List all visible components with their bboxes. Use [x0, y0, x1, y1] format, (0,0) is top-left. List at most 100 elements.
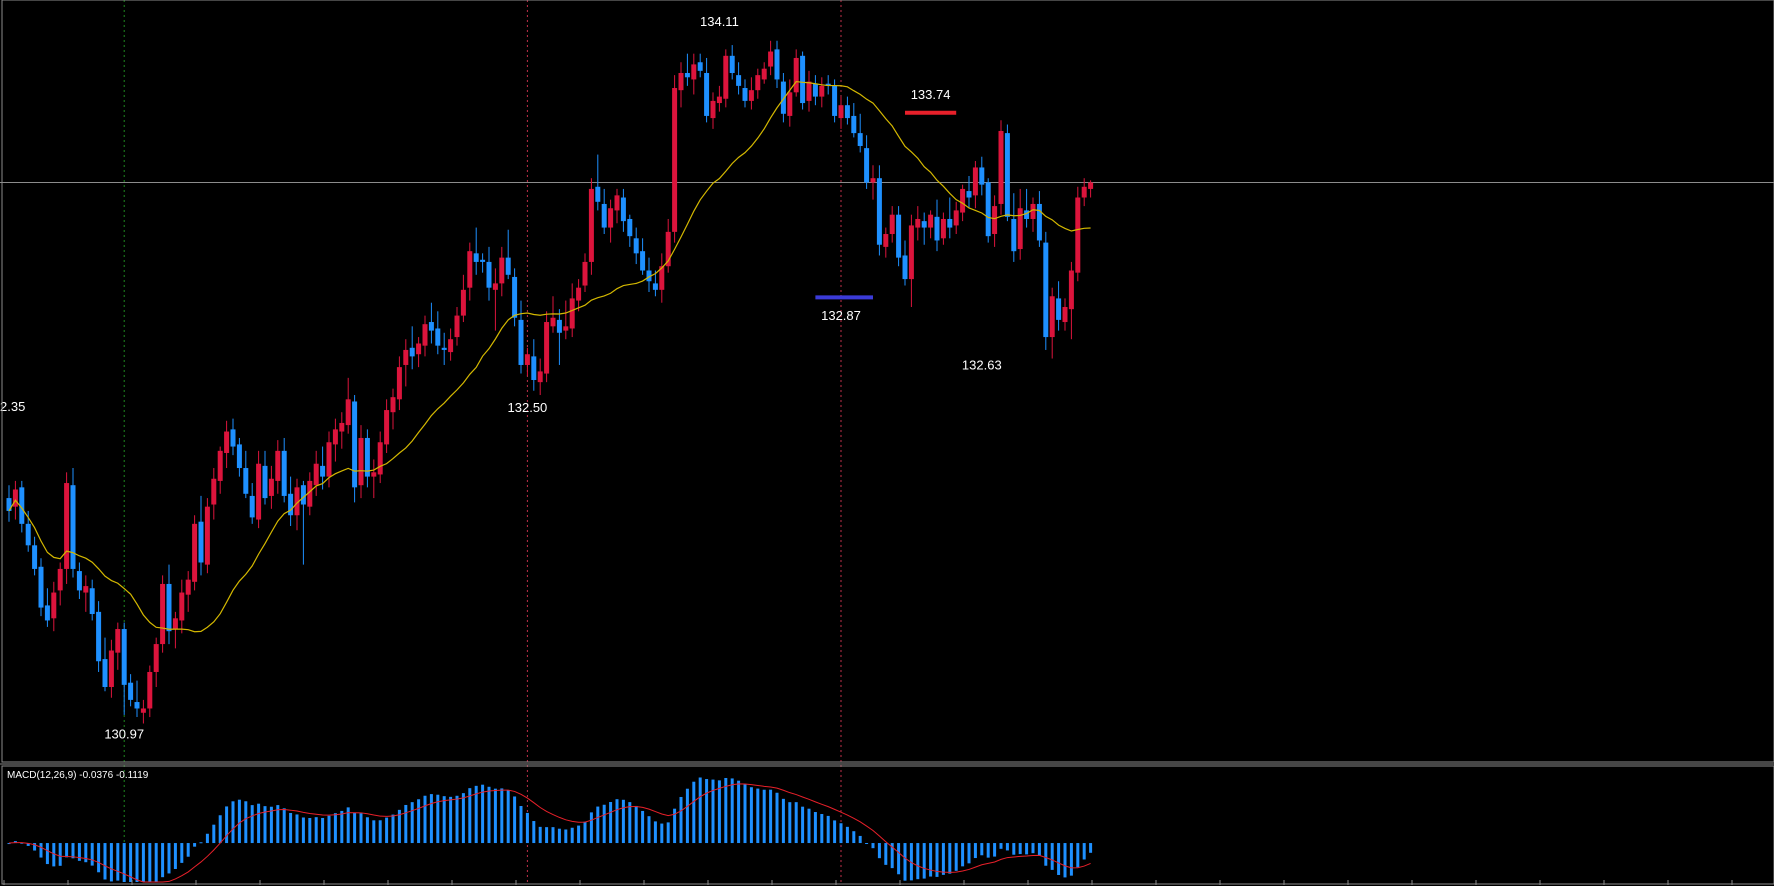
candle-body — [1024, 210, 1030, 219]
macd-bar — [154, 843, 158, 882]
macd-bar — [327, 815, 331, 844]
macd-bar — [39, 843, 43, 858]
candle-body — [256, 463, 262, 520]
candle-body — [620, 197, 626, 222]
candle-body — [723, 55, 729, 99]
macd-bar — [1012, 843, 1016, 855]
macd-bar — [589, 812, 593, 844]
price-annotation: 132.87 — [821, 308, 861, 323]
candle-body — [492, 283, 498, 290]
macd-bar — [621, 799, 625, 844]
candle-body — [1011, 218, 1017, 252]
macd-bar — [161, 843, 165, 878]
macd-bar — [468, 788, 472, 844]
candle-body — [172, 618, 178, 630]
macd-bar — [641, 810, 645, 844]
macd-bar — [775, 792, 779, 844]
price-annotation: 132.63 — [962, 357, 1002, 372]
candle-body — [588, 188, 594, 262]
macd-bar — [653, 821, 657, 844]
macd-bar — [129, 843, 133, 882]
candle-body — [70, 485, 76, 569]
macd-bar — [1018, 843, 1022, 855]
macd-bar — [276, 805, 280, 844]
macd-bar — [986, 843, 990, 858]
macd-bar — [282, 808, 286, 844]
candle-body — [595, 186, 601, 202]
candle-body — [825, 83, 831, 86]
candle-body — [428, 322, 434, 331]
macd-bar — [525, 812, 529, 844]
candle-body — [1043, 242, 1049, 338]
macd-bar — [487, 786, 491, 844]
candle-body — [441, 347, 447, 350]
candle-body — [928, 214, 934, 228]
macd-bar — [301, 817, 305, 844]
macd-bar — [551, 827, 555, 844]
candle-body — [934, 216, 940, 241]
macd-bar — [858, 835, 862, 844]
candle-body — [876, 178, 882, 245]
candle-body — [1088, 182, 1094, 189]
price-annotation: 133.74 — [911, 87, 951, 102]
candle-body — [646, 270, 652, 282]
candle-body — [448, 339, 454, 353]
macd-bar — [263, 806, 267, 844]
vertical-markers — [123, 0, 842, 884]
candle-body — [979, 167, 985, 185]
candle-body — [780, 81, 786, 114]
candle-body — [556, 319, 562, 333]
candle-body — [544, 322, 550, 374]
macd-bar — [385, 817, 389, 844]
candle-body — [915, 218, 921, 228]
macd-panel-frame — [1, 765, 1774, 885]
macd-bar — [730, 778, 734, 844]
macd-bar — [65, 843, 69, 858]
macd-bar — [180, 843, 184, 863]
candle-body — [633, 238, 639, 254]
candle-body — [684, 72, 690, 78]
macd-bar — [570, 827, 574, 844]
candle-body — [652, 283, 658, 290]
macd-bar — [564, 829, 568, 844]
candle-body — [51, 592, 57, 619]
macd-bar — [692, 781, 696, 844]
macd-bar — [685, 788, 689, 844]
price-annotations: 130.97 132.50 134.11 132.87 133.74 132.63 — [104, 14, 1001, 742]
macd-bar — [346, 807, 350, 844]
macd-bar — [455, 795, 459, 844]
candle-body — [512, 276, 518, 318]
macd-bar — [1050, 843, 1054, 870]
candle-body — [352, 401, 358, 488]
candle-body — [608, 208, 614, 228]
macd-bar — [20, 842, 24, 844]
candle-body — [115, 629, 121, 653]
macd-bar — [801, 806, 805, 844]
macd-bar — [231, 801, 235, 844]
candle-body — [985, 182, 991, 237]
macd-bar — [961, 843, 965, 867]
macd-bar — [717, 780, 721, 844]
macd-bar — [1069, 843, 1073, 876]
macd-bar — [97, 843, 101, 873]
candle-body — [102, 659, 108, 688]
macd-bar — [237, 799, 241, 844]
macd-bar — [353, 812, 357, 844]
candle-body — [665, 231, 671, 267]
candle-body — [38, 566, 44, 608]
candle-body — [198, 521, 204, 563]
macd-bar — [289, 812, 293, 844]
candle-body — [89, 588, 95, 615]
macd-bar — [890, 843, 894, 869]
macd-bar — [26, 843, 30, 846]
candle-body — [307, 480, 313, 507]
macd-bar — [647, 816, 651, 844]
macd-bar — [372, 820, 376, 844]
macd-bar — [1037, 843, 1041, 856]
macd-bar — [378, 820, 382, 844]
macd-bar — [58, 843, 62, 866]
macd-bar — [365, 817, 369, 844]
macd-bar — [788, 802, 792, 844]
